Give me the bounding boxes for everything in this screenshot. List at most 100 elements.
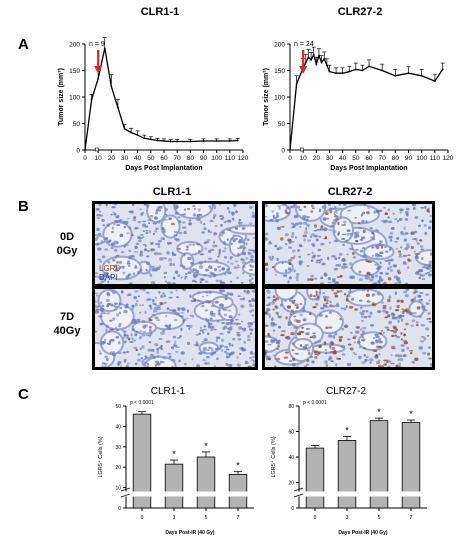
lgr5-positive-cell [292, 357, 296, 361]
nucleus [212, 244, 216, 248]
nucleus [311, 360, 315, 364]
nucleus [302, 318, 307, 322]
nucleus [334, 332, 338, 336]
data-point [307, 56, 310, 59]
nucleus [377, 359, 381, 362]
y-tick-label: 200 [69, 42, 80, 49]
nucleus [131, 304, 135, 307]
nucleus [399, 208, 403, 211]
nucleus [415, 321, 419, 324]
nucleus [128, 282, 133, 284]
nucleus [367, 315, 372, 318]
nucleus [165, 314, 168, 318]
nucleus [223, 313, 228, 317]
axis-break-mark [293, 487, 304, 492]
nucleus [402, 261, 407, 265]
lgr5-positive-cell [338, 338, 342, 342]
significance-star: * [204, 441, 208, 451]
nucleus [156, 304, 161, 308]
nucleus [112, 223, 116, 226]
lgr5-positive-cell [395, 364, 399, 367]
nucleus [164, 208, 169, 211]
nucleus [331, 346, 336, 351]
lgr5-positive-cell [355, 240, 359, 243]
nucleus [305, 216, 311, 218]
nucleus [180, 276, 183, 279]
nucleus [362, 254, 367, 258]
data-point [341, 72, 344, 75]
nucleus [183, 230, 187, 235]
nucleus [370, 341, 375, 345]
nucleus [284, 233, 290, 237]
nucleus [101, 255, 106, 259]
nucleus [232, 337, 236, 341]
nucleus [377, 310, 382, 314]
nucleus [354, 248, 360, 251]
nucleus [160, 331, 165, 335]
nucleus [96, 227, 100, 232]
nucleus [115, 328, 120, 331]
nucleus [139, 208, 142, 211]
nucleus [134, 290, 139, 293]
nucleus [429, 270, 432, 272]
nucleus [234, 237, 239, 241]
nucleus [270, 339, 274, 343]
nucleus [199, 326, 202, 329]
data-point [361, 69, 364, 72]
nucleus [209, 310, 214, 315]
nucleus [236, 333, 241, 337]
nucleus [384, 250, 389, 253]
nucleus [252, 363, 255, 366]
nucleus [196, 243, 201, 246]
nucleus [277, 315, 282, 319]
nucleus [186, 245, 189, 249]
nucleus [314, 340, 317, 344]
nucleus [403, 226, 406, 230]
nucleus [218, 250, 221, 255]
nucleus [387, 208, 391, 212]
nucleus [195, 343, 199, 346]
nucleus [311, 251, 314, 254]
nucleus [361, 310, 366, 313]
nucleus [162, 361, 165, 364]
nucleus [343, 204, 347, 206]
lgr5-positive-cell [332, 305, 336, 308]
nucleus [265, 215, 268, 218]
nucleus [294, 222, 299, 226]
nucleus [152, 356, 156, 360]
nucleus [132, 216, 136, 220]
lgr5-positive-cell [306, 359, 310, 363]
nucleus [251, 249, 255, 252]
nucleus [103, 278, 106, 282]
nucleus [354, 353, 357, 356]
nucleus [307, 253, 311, 256]
lgr5-positive-cell [265, 324, 269, 327]
lgr5-positive-cell [386, 298, 391, 303]
nucleus [208, 290, 212, 294]
nucleus [294, 214, 299, 219]
nucleus [148, 222, 151, 225]
nucleus [302, 306, 306, 310]
nucleus [247, 325, 252, 328]
nucleus [265, 308, 271, 312]
nucleus [167, 352, 172, 355]
lgr5-positive-cell [267, 357, 271, 361]
nucleus [230, 242, 233, 246]
nucleus [138, 237, 144, 239]
nucleus [224, 350, 227, 354]
lgr5-positive-cell [302, 234, 308, 238]
nucleus [232, 322, 237, 325]
nucleus [377, 280, 380, 282]
nucleus [228, 210, 231, 214]
lgr5-positive-cell [339, 317, 342, 321]
nucleus [265, 267, 269, 272]
nucleus [375, 228, 378, 233]
gland-lumen [350, 258, 381, 277]
nucleus [96, 217, 101, 220]
nucleus [325, 363, 329, 367]
nucleus [175, 205, 179, 208]
nucleus [112, 351, 115, 354]
nucleus [156, 347, 160, 351]
data-point [318, 54, 320, 57]
